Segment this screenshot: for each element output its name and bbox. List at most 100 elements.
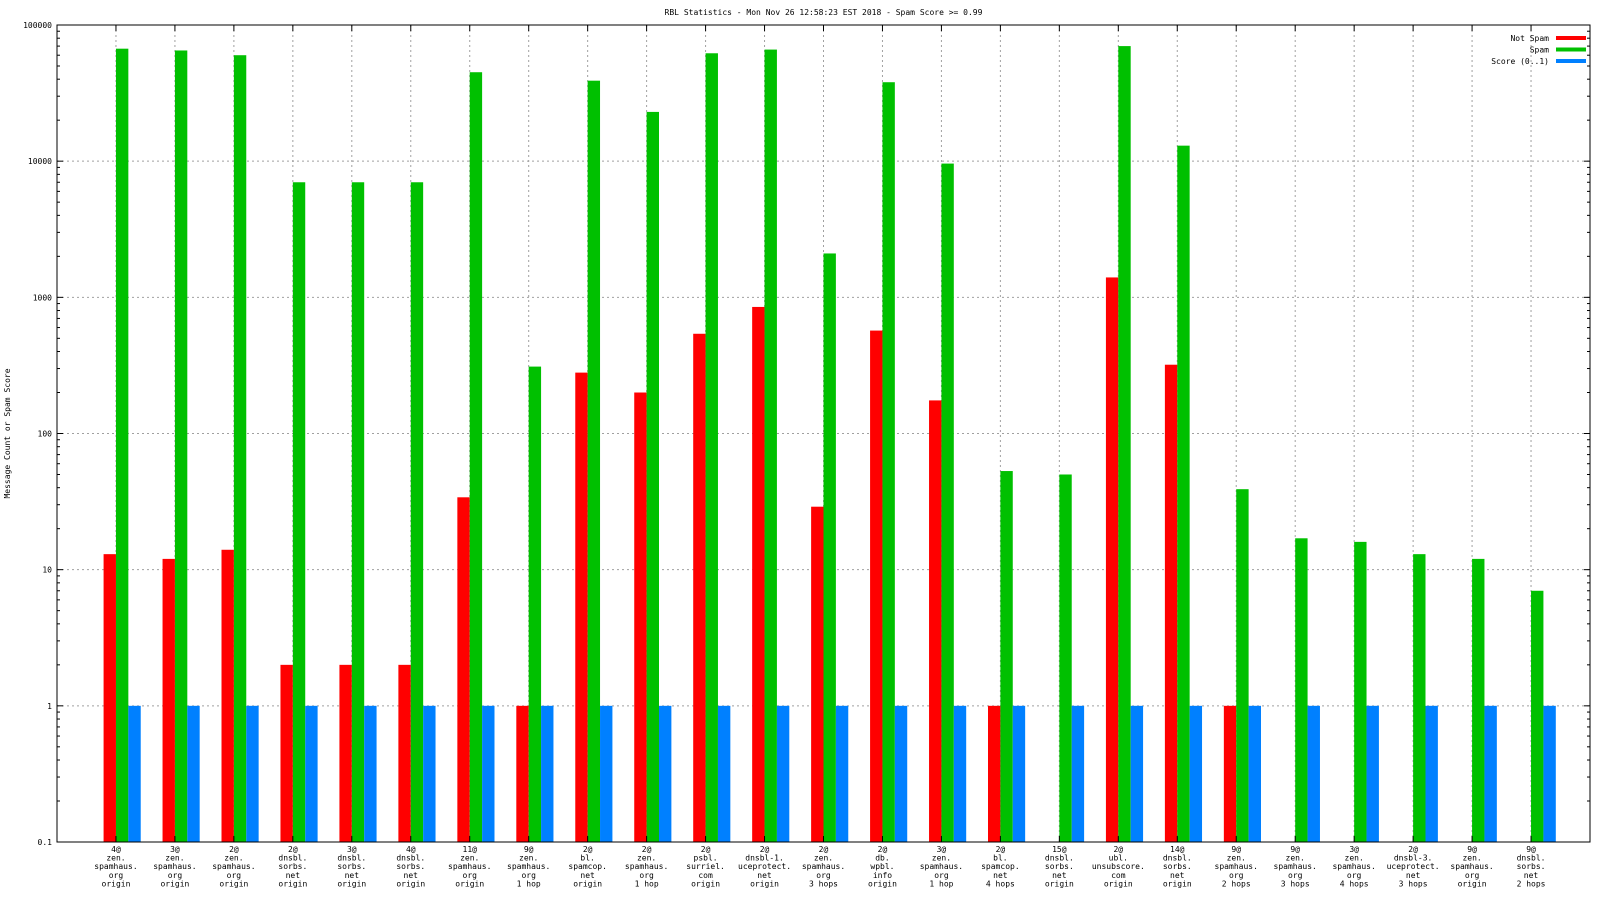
category-label-line: 2@ bbox=[878, 845, 888, 854]
category-label-line: origin bbox=[750, 879, 779, 888]
y-axis-label: Message Count or Spam Score bbox=[3, 368, 12, 498]
category-label-line: sorbs. bbox=[1163, 862, 1192, 871]
category-label-line: zen. bbox=[165, 854, 184, 863]
legend-label: Spam bbox=[1530, 46, 1549, 55]
legend-item: Score (0..1) bbox=[1491, 57, 1586, 66]
category-label-line: spamhaus. bbox=[1274, 862, 1317, 871]
bar bbox=[752, 306, 765, 843]
bar bbox=[469, 72, 483, 843]
bar bbox=[1118, 46, 1131, 843]
category-label-line: 2@ bbox=[1113, 845, 1123, 854]
chart-title: RBL Statistics - Mon Nov 26 12:58:23 EST… bbox=[665, 8, 983, 17]
category-label-line: zen. bbox=[637, 854, 656, 863]
category-label-line: 9@ bbox=[524, 845, 534, 854]
bar bbox=[587, 80, 601, 843]
category-label-line: org bbox=[1288, 871, 1303, 880]
category-label-line: org bbox=[463, 871, 478, 880]
category-label-line: spamhaus. bbox=[625, 862, 668, 871]
bar bbox=[717, 705, 731, 842]
category-label-line: origin bbox=[868, 879, 897, 888]
category-label-line: net bbox=[1524, 871, 1539, 880]
category-label-line: spamhaus. bbox=[1332, 862, 1375, 871]
category-label-line: dnsbl. bbox=[396, 854, 425, 863]
category-label-line: zen. bbox=[519, 854, 538, 863]
bar bbox=[162, 558, 175, 842]
bar bbox=[705, 53, 718, 842]
category-label-line: origin bbox=[573, 879, 602, 888]
category-label-line: origin bbox=[219, 879, 248, 888]
category-label-line: 3 hops bbox=[1399, 879, 1428, 888]
category-label-line: net bbox=[345, 871, 360, 880]
category-label-line: uceprotect. bbox=[738, 862, 791, 871]
category-label-line: org bbox=[1465, 871, 1480, 880]
legend-label: Not Spam bbox=[1510, 34, 1549, 43]
category-label-line: zen. bbox=[460, 854, 479, 863]
legend-swatch bbox=[1556, 59, 1586, 63]
bars bbox=[103, 46, 1556, 843]
category-label-line: org bbox=[816, 871, 831, 880]
series-score-0-1 bbox=[128, 705, 1556, 842]
category-label-line: 2@ bbox=[583, 845, 593, 854]
bar bbox=[1236, 489, 1249, 842]
category-label-line: 3@ bbox=[170, 845, 180, 854]
category-label-line: sorbs. bbox=[396, 862, 425, 871]
bar bbox=[894, 705, 908, 842]
bar bbox=[870, 330, 883, 842]
category-label-line: spamhaus. bbox=[448, 862, 491, 871]
bar bbox=[835, 705, 849, 842]
category-label-line: zen. bbox=[1227, 854, 1246, 863]
series-spam bbox=[115, 46, 1544, 843]
category-label-line: origin bbox=[160, 879, 189, 888]
bar bbox=[1012, 705, 1026, 842]
category-label-line: 2@ bbox=[288, 845, 298, 854]
category-label-line: 2@ bbox=[701, 845, 711, 854]
bar bbox=[929, 400, 942, 842]
category-label-line: net bbox=[993, 871, 1008, 880]
category-label-line: org bbox=[521, 871, 536, 880]
category-label-line: org bbox=[1347, 871, 1362, 880]
category-label-line: spamcop. bbox=[981, 862, 1020, 871]
category-label-line: zen. bbox=[1286, 854, 1305, 863]
category-label-line: org bbox=[934, 871, 949, 880]
axis-ticks bbox=[57, 24, 1590, 843]
bar bbox=[305, 705, 318, 842]
bar bbox=[482, 705, 495, 842]
category-label-line: 2 hops bbox=[1517, 879, 1546, 888]
category-label-line: org bbox=[227, 871, 242, 880]
category-label-line: 9@ bbox=[1290, 845, 1300, 854]
category-label-line: origin bbox=[1163, 879, 1192, 888]
x-tick-labels: 4@zen.spamhaus.orgorigin3@zen.spamhaus.o… bbox=[94, 845, 1545, 888]
bar bbox=[646, 111, 659, 843]
bar bbox=[351, 182, 365, 842]
category-label-line: spamhaus. bbox=[1450, 862, 1493, 871]
bar bbox=[1472, 558, 1485, 842]
bar bbox=[410, 182, 424, 842]
category-label-line: zen. bbox=[106, 854, 125, 863]
y-tick-label: 100 bbox=[38, 430, 53, 439]
bar bbox=[1413, 554, 1426, 842]
category-label-line: dnsbl-1. bbox=[745, 854, 784, 863]
category-label-line: zen. bbox=[1462, 854, 1481, 863]
y-tick-label: 1000 bbox=[33, 293, 52, 302]
bar bbox=[1425, 705, 1438, 842]
category-label-line: net bbox=[580, 871, 595, 880]
bar bbox=[115, 48, 129, 843]
category-label-line: com bbox=[698, 871, 713, 880]
category-label-line: dnsbl. bbox=[1517, 854, 1546, 863]
bar bbox=[423, 705, 436, 842]
category-label-line: ubl. bbox=[1109, 854, 1128, 863]
y-tick-label: 100000 bbox=[23, 21, 52, 30]
y-tick-labels: 0.1 1 10 100 1000 10000 100000 bbox=[23, 21, 52, 847]
category-label-line: spamcop. bbox=[568, 862, 607, 871]
